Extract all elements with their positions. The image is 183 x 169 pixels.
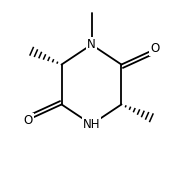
Text: N: N xyxy=(87,38,96,51)
Text: O: O xyxy=(150,42,159,55)
Text: NH: NH xyxy=(83,118,100,131)
Text: O: O xyxy=(24,114,33,127)
